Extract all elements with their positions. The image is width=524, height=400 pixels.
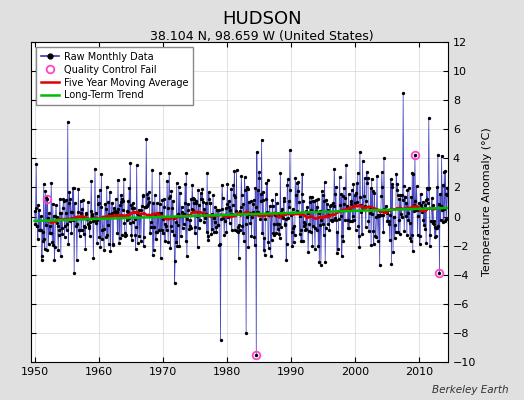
- Y-axis label: Temperature Anomaly (°C): Temperature Anomaly (°C): [482, 128, 492, 276]
- Legend: Raw Monthly Data, Quality Control Fail, Five Year Moving Average, Long-Term Tren: Raw Monthly Data, Quality Control Fail, …: [36, 47, 193, 105]
- Text: 38.104 N, 98.659 W (United States): 38.104 N, 98.659 W (United States): [150, 30, 374, 43]
- Text: HUDSON: HUDSON: [222, 10, 302, 28]
- Text: Berkeley Earth: Berkeley Earth: [432, 385, 508, 395]
